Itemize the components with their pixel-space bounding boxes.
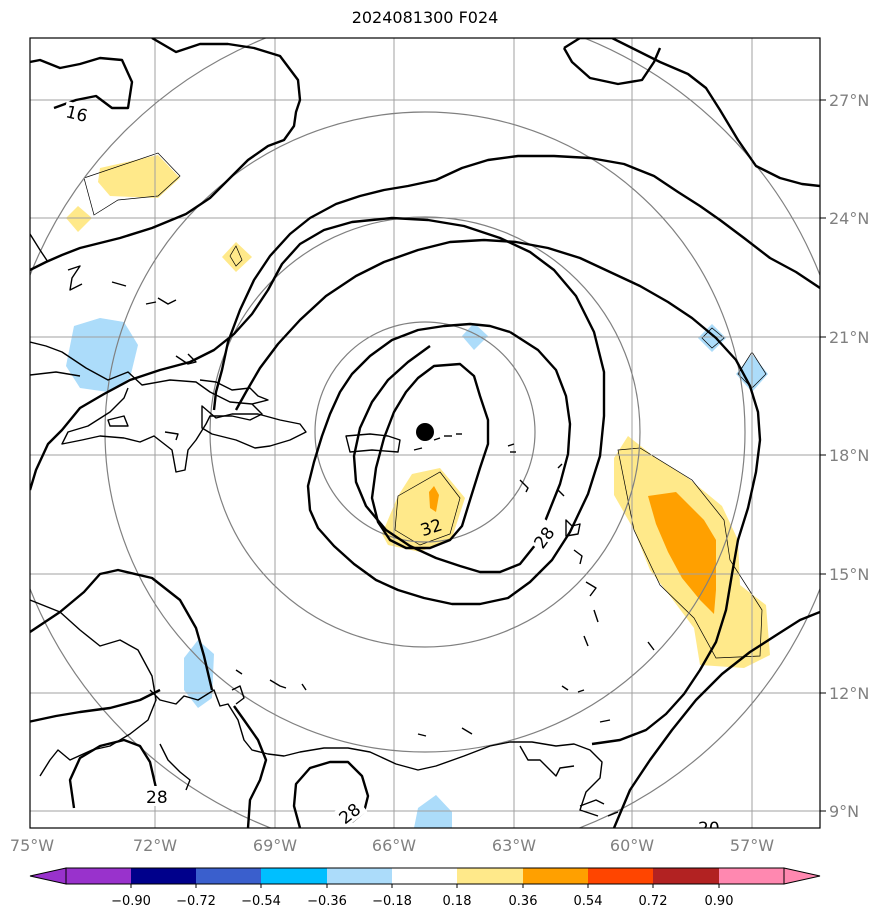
colorbar-label: 0.90 <box>705 894 734 909</box>
colorbar-segment <box>392 868 457 884</box>
colorbar-label: −0.36 <box>307 894 347 909</box>
strong-positive-anomaly-fill <box>429 486 716 614</box>
height-contours <box>30 38 820 828</box>
coastlines <box>30 233 655 817</box>
colorbar-label: −0.54 <box>241 894 281 909</box>
lat-label: 18°N <box>829 446 869 465</box>
colorbar-segment <box>327 868 392 884</box>
colorbar-segment <box>719 868 784 884</box>
colorbar-segment <box>457 868 523 884</box>
colorbar-label: −0.90 <box>111 894 151 909</box>
colorbar-label: 0.54 <box>574 894 603 909</box>
colorbar-label: 0.72 <box>639 894 668 909</box>
colorbar-label: 0.18 <box>443 894 472 909</box>
contour-label-clipped: 20 <box>698 819 720 839</box>
colorbar-segment <box>653 868 719 884</box>
lon-label: 63°W <box>492 836 536 855</box>
lat-label: 24°N <box>829 209 869 228</box>
contour-label: 28 <box>146 788 168 808</box>
colorbar-segment <box>523 868 588 884</box>
colorbar-frame <box>65 867 785 885</box>
lat-ticks <box>820 99 826 812</box>
colorbar-high-extension <box>783 867 821 885</box>
lon-labels: 75°W 72°W 69°W 66°W 63°W 60°W 57°W <box>10 836 774 855</box>
lon-label: 75°W <box>10 836 54 855</box>
lat-label: 21°N <box>829 328 869 347</box>
storm-center-marker <box>416 423 434 441</box>
contour-labels: 16 28 32 28 28 20 <box>61 100 720 839</box>
colorbar-segment <box>66 868 131 884</box>
anomaly-outline <box>83 152 767 659</box>
map-title: 2024081300 F024 <box>351 8 499 27</box>
lon-label: 66°W <box>372 836 416 855</box>
colorbar-segment <box>196 868 261 884</box>
map-frame <box>29 37 821 829</box>
colorbar-segment <box>131 868 196 884</box>
lat-label: 15°N <box>829 565 869 584</box>
colorbar: −0.90 −0.72 −0.54 −0.36 −0.18 0.18 0.36 … <box>29 867 821 909</box>
lon-label: 72°W <box>133 836 177 855</box>
lat-label: 27°N <box>829 91 869 110</box>
lat-label: 9°N <box>829 802 859 821</box>
colorbar-segment <box>261 868 327 884</box>
lat-labels: 27°N 24°N 21°N 18°N 15°N 12°N 9°N <box>829 91 869 821</box>
colorbar-low-extension <box>29 867 67 885</box>
lat-label: 12°N <box>829 684 869 703</box>
lon-label: 57°W <box>730 836 774 855</box>
lon-label: 69°W <box>253 836 297 855</box>
colorbar-label: −0.72 <box>176 894 216 909</box>
colorbar-label: −0.18 <box>372 894 412 909</box>
colorbar-label: 0.36 <box>509 894 538 909</box>
lon-label: 60°W <box>610 836 654 855</box>
colorbar-segment <box>588 868 653 884</box>
